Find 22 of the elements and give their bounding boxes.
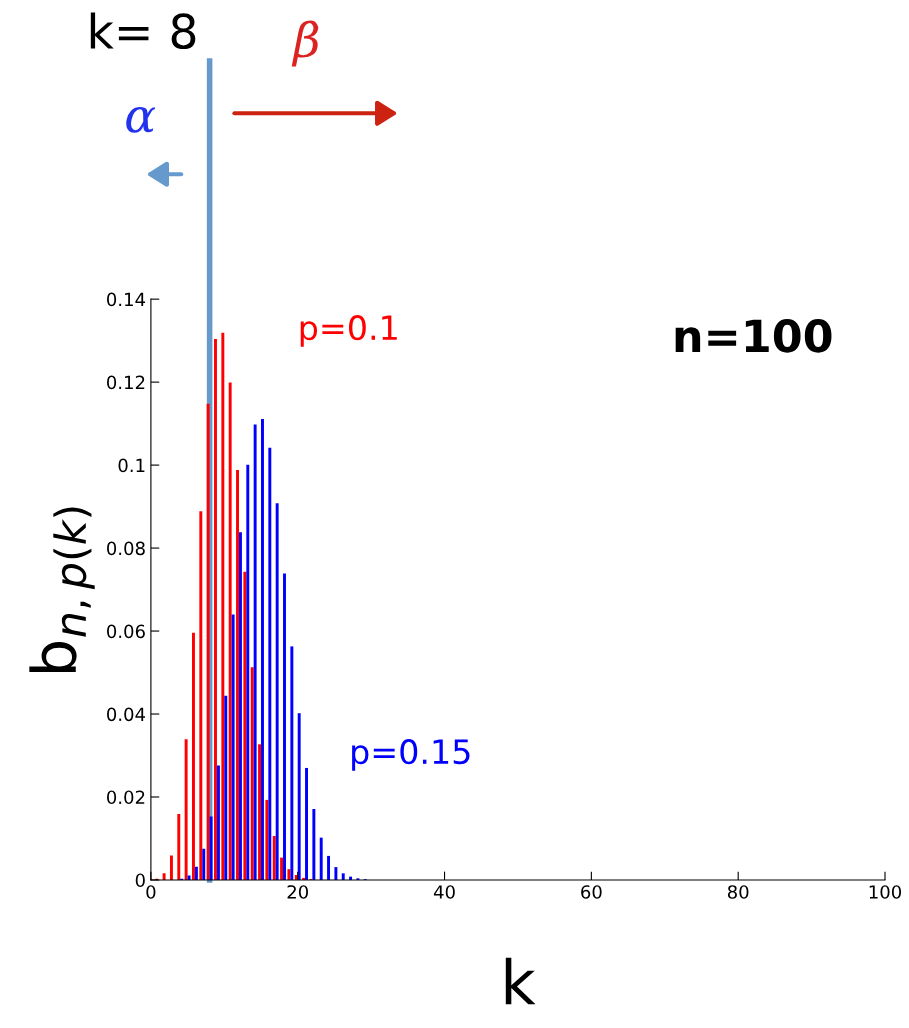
- text: p=0.1: [300, 315, 397, 347]
- y-tick-label: 0.08: [107, 541, 145, 556]
- y-tick-label: 0.06: [107, 624, 145, 639]
- y-tick-label: 0.14: [107, 292, 146, 307]
- y-tick-label: 0.04: [107, 707, 146, 722]
- x-tick-label: 0: [146, 885, 156, 899]
- text: α: [126, 106, 156, 133]
- text: β: [291, 20, 319, 67]
- annotation: n=100: [675, 319, 832, 353]
- ref-line-label: k= 8: [90, 12, 196, 50]
- x-axis-title: k: [505, 957, 536, 1005]
- x-tick-label: 60: [581, 885, 602, 899]
- x-tick-label: 40: [433, 885, 455, 899]
- x-tick-label: 20: [287, 885, 308, 899]
- series-label: p=0.15: [352, 739, 470, 771]
- x-tick-label: 80: [727, 885, 749, 899]
- y-tick-label: 0.02: [107, 790, 145, 805]
- y-tick-label: 0: [135, 873, 145, 888]
- y-axis-title: b$_{n,p(k)}$: [29, 507, 95, 673]
- y-tick-label: 0.1: [118, 458, 145, 473]
- x-tick-label: 100: [869, 885, 902, 899]
- y-tick-label: 0.12: [107, 375, 145, 390]
